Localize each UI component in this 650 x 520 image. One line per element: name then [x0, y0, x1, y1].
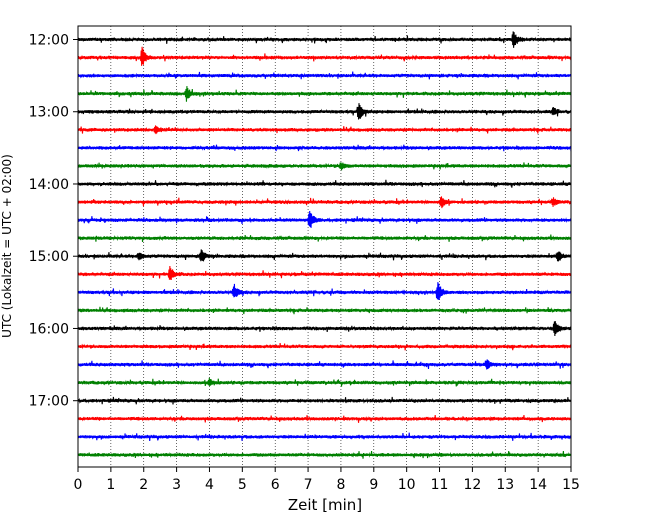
x-tick-label: 15 — [562, 477, 580, 493]
x-tick-label: 2 — [139, 477, 148, 493]
x-tick-label: 11 — [431, 477, 449, 493]
x-axis-ticks: 0 1 2 3 4 5 6 7 8 9 10 11 12 13 14 15 — [74, 467, 580, 493]
trace-1430 — [77, 211, 572, 228]
x-tick-label: 1 — [106, 477, 115, 493]
y-axis-label: UTC (Lokalzeit = UTC + 02:00) — [0, 154, 14, 338]
x-tick-label: 4 — [205, 477, 214, 493]
trace-1415 — [77, 196, 572, 209]
x-axis-label: Zeit [min] — [288, 496, 362, 514]
trace-1730 — [77, 432, 572, 442]
trace-1315 — [77, 125, 572, 135]
y-tick-label: 15:00 — [29, 249, 69, 265]
trace-1400 — [77, 179, 572, 188]
plot-frame — [77, 25, 572, 468]
trace-1545 — [77, 306, 572, 315]
trace-1645 — [77, 377, 572, 387]
trace-1515 — [77, 266, 572, 280]
trace-1300 — [77, 103, 572, 120]
y-tick-label: 17:00 — [29, 394, 69, 410]
trace-1630 — [77, 359, 572, 370]
trace-1445 — [77, 234, 572, 242]
x-tick-label: 10 — [398, 477, 416, 493]
trace-1745 — [77, 451, 572, 459]
y-tick-label: 14:00 — [29, 177, 69, 193]
trace-1345 — [77, 162, 572, 171]
x-tick-label: 12 — [463, 477, 481, 493]
trace-1215 — [77, 46, 572, 66]
trace-1230 — [77, 71, 572, 80]
y-tick-label: 12:00 — [29, 33, 69, 49]
x-tick-label: 9 — [369, 477, 378, 493]
x-tick-label: 3 — [172, 477, 181, 493]
trace-1245 — [77, 86, 572, 102]
y-tick-label: 16:00 — [29, 321, 69, 337]
x-tick-label: 0 — [74, 477, 83, 493]
x-tick-label: 8 — [336, 477, 345, 493]
x-tick-label: 13 — [496, 477, 514, 493]
trace-1330 — [77, 144, 572, 152]
trace-1615 — [77, 342, 572, 351]
trace-1200 — [77, 31, 572, 48]
y-tick-label: 13:00 — [29, 105, 69, 121]
seismic-traces — [77, 31, 572, 459]
x-tick-label: 6 — [271, 477, 280, 493]
x-tick-label: 14 — [529, 477, 547, 493]
trace-1700 — [77, 396, 572, 405]
trace-1530 — [77, 282, 572, 301]
trace-1500 — [77, 249, 572, 262]
trace-1600 — [77, 321, 572, 336]
x-tick-label: 7 — [304, 477, 313, 493]
y-axis-ticks: 12:00 13:00 14:00 15:00 16:00 17:00 — [29, 33, 78, 410]
x-tick-label: 5 — [238, 477, 247, 493]
trace-1715 — [77, 414, 572, 423]
